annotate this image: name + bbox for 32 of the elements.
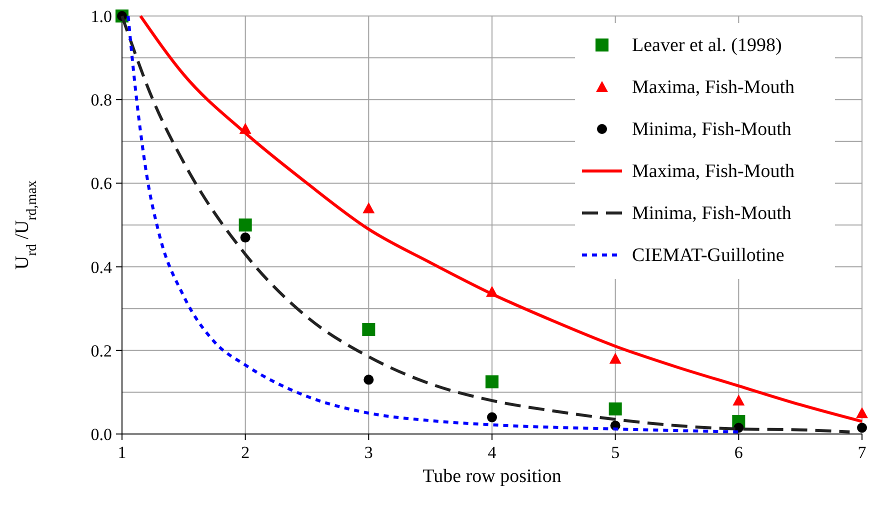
- legend-label: CIEMAT-Guillotine: [632, 245, 784, 266]
- x-tick-label: 2: [241, 443, 250, 462]
- point: [856, 407, 868, 418]
- x-tick-label: 4: [488, 443, 497, 462]
- legend-label: Minima, Fish-Mouth: [632, 119, 792, 140]
- x-tick-label: 5: [611, 443, 620, 462]
- point: [240, 232, 250, 243]
- point: [732, 394, 745, 406]
- x-axis-title: Tube row position: [422, 466, 562, 487]
- point: [857, 422, 867, 433]
- y-tick-label: 0.8: [90, 90, 112, 110]
- y-tick-label: 0.6: [90, 174, 112, 194]
- y-tick-label: 0.0: [90, 425, 112, 444]
- y-tick-label: 0.4: [90, 258, 112, 277]
- point: [487, 412, 497, 422]
- point: [362, 202, 375, 214]
- x-tick-label: 3: [364, 443, 373, 462]
- point: [364, 374, 374, 385]
- y-tick-label: 0.2: [90, 341, 112, 360]
- point: [609, 352, 622, 364]
- y-tick-label: 1.0: [90, 7, 112, 26]
- legend-label: Leaver et al. (1998): [632, 35, 782, 56]
- point: [238, 218, 252, 232]
- legend-label: Maxima, Fish-Mouth: [632, 77, 796, 98]
- x-tick-label: 7: [858, 443, 867, 462]
- point: [608, 402, 622, 416]
- x-tick-label: 1: [118, 443, 126, 462]
- point: [362, 323, 376, 336]
- legend-label: Maxima, Fish-Mouth: [632, 161, 796, 182]
- x-tick-label: 6: [734, 443, 743, 462]
- legend-label: Minima, Fish-Mouth: [632, 203, 792, 224]
- point: [486, 375, 498, 388]
